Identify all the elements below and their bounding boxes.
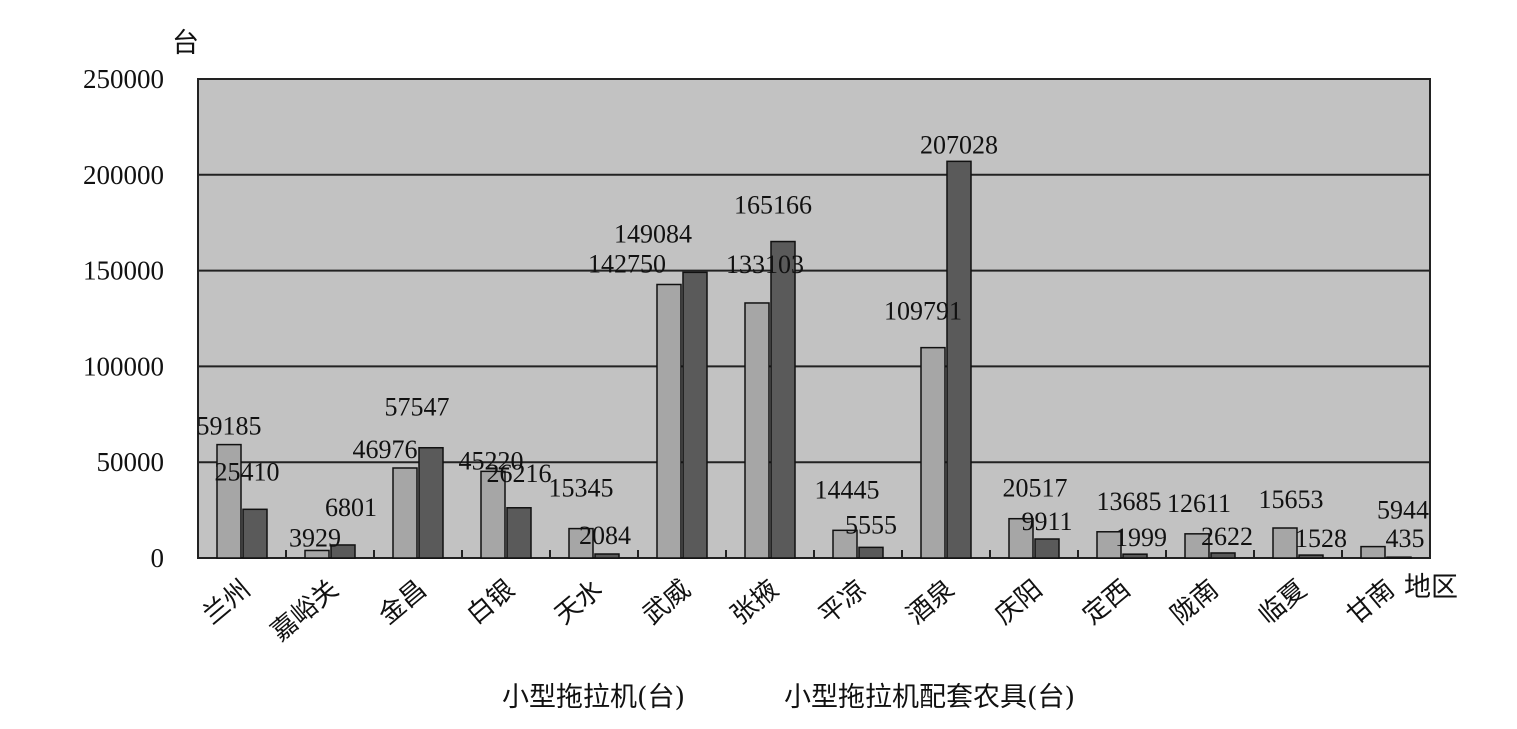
x-category-label: 武威 (637, 574, 696, 630)
bar-series-2 (946, 160, 972, 559)
x-category-label: 临夏 (1253, 574, 1312, 630)
bar-series-2 (1122, 553, 1148, 559)
x-category-label: 张掖 (725, 574, 784, 630)
y-tick-label: 200000 (83, 160, 164, 190)
bar-series-2 (770, 240, 796, 559)
data-label-series-2: 149084 (614, 219, 692, 248)
x-category-label: 天水 (549, 574, 608, 630)
bar-series-1 (1360, 545, 1386, 559)
x-category-label: 酒泉 (901, 574, 960, 630)
legend-item-series-1: 小型拖拉机(台) (502, 682, 685, 713)
bar-series-1 (480, 470, 506, 559)
bar-series-1 (832, 529, 858, 559)
legend-item-series-2: 小型拖拉机配套农具(台) (784, 682, 1075, 713)
data-label-series-1: 13685 (1097, 487, 1162, 516)
bar-series-2 (1034, 538, 1060, 559)
bar-series-2 (1386, 556, 1412, 559)
x-axis-label: 地区 (1404, 572, 1458, 603)
bar-series-1 (744, 302, 770, 559)
data-label-series-2: 57547 (385, 393, 450, 422)
bar-series-2 (506, 507, 532, 559)
y-tick-label: 0 (151, 543, 165, 573)
data-label-series-1: 5944 (1377, 496, 1429, 525)
x-category-label: 定西 (1077, 574, 1136, 630)
data-label-series-2: 207028 (920, 130, 998, 159)
bar-series-1 (1272, 527, 1298, 559)
x-category-label: 嘉峪关 (265, 574, 344, 647)
bar-series-1 (1184, 533, 1210, 559)
data-label-series-2: 2084 (579, 521, 631, 550)
bar-series-1 (1096, 531, 1122, 559)
bar-series-1 (304, 549, 330, 559)
bar-series-1 (216, 443, 242, 559)
data-label-series-1: 14445 (815, 475, 880, 504)
data-label-series-1: 59185 (197, 412, 262, 441)
bar-series-1 (920, 346, 946, 559)
data-label-series-1: 142750 (588, 249, 666, 278)
data-label-series-2: 1528 (1295, 524, 1347, 553)
data-label-series-1: 15345 (549, 474, 614, 503)
data-label-series-2: 5555 (845, 510, 897, 539)
data-label-series-2: 9911 (1021, 507, 1072, 536)
bar-series-2 (1210, 552, 1236, 559)
data-label-series-2: 25410 (215, 457, 280, 486)
data-label-series-1: 12611 (1167, 489, 1231, 518)
bar-series-2 (330, 544, 356, 559)
data-label-series-2: 2622 (1201, 522, 1253, 551)
x-category-label: 平凉 (813, 574, 872, 630)
bar-series-1 (656, 283, 682, 559)
bar-series-1 (392, 467, 418, 559)
legend: 小型拖拉机(台) 小型拖拉机配套农具(台) (502, 682, 1075, 713)
data-label-series-2: 165166 (734, 191, 812, 220)
x-category-label: 白银 (461, 574, 520, 630)
bar-series-2 (682, 271, 708, 559)
x-category-label: 甘南 (1341, 574, 1400, 630)
data-label-series-1: 133103 (726, 250, 804, 279)
gridlines (198, 173, 1430, 558)
x-axis-categories: 兰州 嘉峪关 金昌 白银 天水 武威 张掖 平凉 酒泉 庆阳 定西 陇南 临夏 甘南 (197, 574, 1400, 647)
data-label-series-2: 435 (1386, 524, 1425, 553)
bar-series-2 (1298, 554, 1324, 559)
bar-series-2 (858, 546, 884, 559)
data-label-series-2: 26216 (487, 459, 552, 488)
x-category-label: 庆阳 (989, 574, 1048, 630)
bar-series-2 (242, 508, 268, 559)
data-label-series-2: 6801 (325, 493, 377, 522)
bar-series-2 (594, 553, 620, 559)
y-tick-label: 150000 (83, 256, 164, 286)
bar-series-2 (418, 446, 444, 559)
data-label-series-1: 3929 (289, 523, 341, 552)
data-label-series-1: 45220 (459, 446, 524, 475)
data-label-series-1: 15653 (1259, 485, 1324, 514)
data-label-series-1: 20517 (1003, 474, 1068, 503)
data-label-series-2: 1999 (1115, 523, 1167, 552)
y-axis-ticks: 0 50000 100000 150000 200000 250000 (83, 64, 164, 573)
y-axis-label: 台 (172, 28, 199, 59)
bar-series-1 (568, 527, 594, 559)
x-category-label: 兰州 (197, 574, 256, 630)
x-category-label: 陇南 (1165, 574, 1224, 630)
x-category-label: 金昌 (373, 574, 432, 630)
data-labels: 5918525410392968014697657547452202621615… (197, 130, 1430, 553)
y-tick-label: 50000 (97, 447, 165, 477)
data-label-series-1: 109791 (884, 297, 962, 326)
data-label-series-1: 46976 (353, 435, 418, 464)
bar-series-1 (1008, 517, 1034, 559)
y-tick-label: 250000 (83, 64, 164, 94)
bars (216, 160, 1412, 559)
y-tick-label: 100000 (83, 351, 164, 381)
